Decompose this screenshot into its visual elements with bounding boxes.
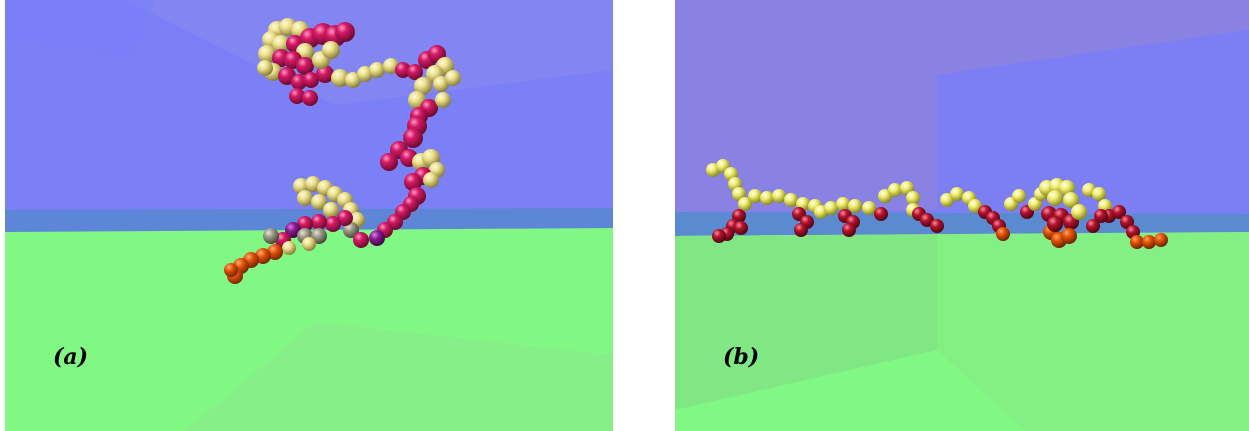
bead: [445, 70, 461, 86]
bead: [435, 92, 451, 108]
floor-shade: [675, 234, 937, 410]
bead: [996, 227, 1010, 241]
bead: [836, 197, 850, 211]
bead: [297, 190, 313, 206]
bead: [734, 221, 748, 235]
bead-chain-b: [706, 159, 1168, 249]
bead: [289, 88, 305, 104]
bead: [950, 187, 964, 201]
scene-b: [675, 0, 1249, 431]
bead: [772, 189, 786, 203]
bead: [848, 199, 862, 213]
bead: [1142, 235, 1156, 249]
bead: [407, 64, 423, 80]
bead: [297, 216, 313, 232]
bead: [302, 237, 316, 251]
back-wall-panel: [937, 30, 1249, 215]
side-wall: [675, 0, 1249, 212]
bead: [325, 216, 341, 232]
panel-label-b: (b): [723, 344, 760, 370]
bead: [1130, 235, 1144, 249]
bead: [263, 228, 279, 244]
bead: [738, 197, 752, 211]
bead: [423, 172, 439, 188]
bead: [1092, 187, 1106, 201]
bead: [1012, 189, 1026, 203]
bead: [404, 173, 422, 191]
bead: [323, 202, 339, 218]
bead: [303, 72, 319, 88]
bead: [311, 228, 327, 244]
bead: [353, 232, 369, 248]
bead: [369, 62, 385, 78]
panel-label-a: (a): [53, 344, 89, 370]
bead: [285, 222, 301, 238]
bead: [930, 219, 944, 233]
bead: [1112, 205, 1126, 219]
bead: [784, 193, 798, 207]
bead: [343, 222, 359, 238]
bead: [874, 207, 888, 221]
bead: [272, 35, 290, 53]
bead: [1086, 219, 1100, 233]
wall-shade: [125, 0, 613, 105]
bead: [403, 128, 423, 148]
bead: [794, 223, 808, 237]
bead: [1063, 192, 1079, 208]
bead: [842, 223, 856, 237]
bead: [311, 194, 327, 210]
bead: [1154, 233, 1168, 247]
bead: [302, 90, 318, 106]
bead: [1061, 228, 1077, 244]
floor-shade: [937, 232, 1249, 431]
bead: [414, 77, 432, 95]
render-panel-a: (a): [5, 0, 613, 431]
bead: [224, 263, 238, 277]
horizon-band: [675, 212, 1249, 236]
render-panel-b: (b): [675, 0, 1249, 431]
bead: [862, 201, 876, 215]
bead: [712, 229, 726, 243]
bead: [291, 74, 307, 90]
bead: [337, 210, 353, 226]
bead: [888, 183, 902, 197]
bead: [395, 62, 411, 78]
bead: [335, 22, 355, 42]
bead-chain-a: [224, 18, 461, 284]
bead: [1047, 190, 1063, 206]
bead: [380, 153, 398, 171]
bead: [282, 241, 296, 255]
bead: [369, 230, 385, 246]
wall-shade: [5, 0, 155, 60]
bead: [1071, 204, 1087, 220]
bead: [257, 60, 273, 76]
bead: [311, 214, 327, 230]
bead: [258, 45, 276, 63]
bead: [1094, 209, 1108, 223]
bead: [345, 72, 361, 88]
bead: [331, 69, 349, 87]
bead: [316, 65, 334, 83]
bead: [322, 41, 340, 59]
bead: [748, 189, 762, 203]
scene-a: [5, 0, 613, 431]
bead: [760, 191, 774, 205]
bead: [296, 57, 314, 75]
bead: [433, 76, 449, 92]
floor-shade: [185, 322, 613, 431]
bead: [906, 191, 920, 205]
bead: [1047, 216, 1063, 232]
bead: [824, 201, 838, 215]
